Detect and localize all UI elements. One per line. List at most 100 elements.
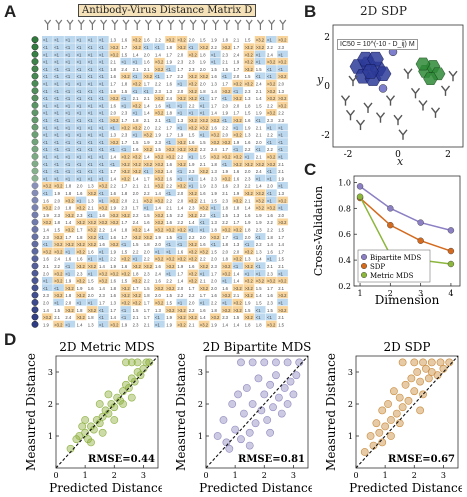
matrix-cell bbox=[176, 109, 188, 116]
matrix-cell bbox=[86, 101, 98, 109]
matrix-cell-value: >3.2 bbox=[166, 264, 175, 269]
matrix-cell-value: 1.9 bbox=[155, 235, 161, 240]
matrix-cell bbox=[243, 298, 255, 306]
matrix-cell bbox=[98, 152, 109, 160]
matrix-cell bbox=[232, 130, 244, 138]
matrix-cell bbox=[75, 50, 87, 58]
matrix-cell-value: 2.0 bbox=[222, 103, 228, 108]
matrix-cell-value: 1.9 bbox=[155, 133, 161, 138]
matrix-cell-value: 1.8 bbox=[211, 308, 217, 313]
matrix-cell bbox=[198, 313, 210, 321]
matrix-cell-value: >3.2 bbox=[144, 74, 153, 79]
matrix-cell-value: >3.2 bbox=[110, 213, 119, 218]
matrix-cell bbox=[142, 160, 154, 167]
matrix-cell bbox=[86, 79, 98, 87]
matrix-cell-value: 1.3 bbox=[88, 198, 94, 203]
matrix-cell bbox=[53, 196, 64, 204]
matrix-cell-value: >3.2 bbox=[256, 198, 265, 203]
matrix-cell bbox=[176, 36, 188, 43]
matrix-cell bbox=[266, 182, 277, 189]
matrix-cell-value: 2.3 bbox=[144, 271, 150, 276]
matrix-cell-value: <1 bbox=[99, 140, 104, 145]
matrix-cell bbox=[64, 247, 76, 255]
matrix-cell-value: <1 bbox=[99, 96, 104, 101]
matrix-cell-value: <1 bbox=[200, 220, 205, 225]
distance-matrix-panel: Antibody-Virus Distance Matrix D <1 <1 <1 <… bbox=[28, 2, 298, 332]
matrix-cell bbox=[98, 218, 109, 226]
matrix-cell-value: 1.9 bbox=[278, 176, 284, 181]
matrix-cell-value: 2.4 bbox=[267, 52, 273, 57]
matrix-cell-value: <1 bbox=[177, 111, 182, 116]
matrix-cell-value: 2.2 bbox=[99, 228, 105, 233]
matrix-cell bbox=[154, 87, 165, 94]
scatter-x-tick-label: 0 bbox=[53, 471, 58, 480]
matrix-cell-value: 1.8 bbox=[166, 45, 172, 50]
scatter-point bbox=[395, 393, 404, 402]
matrix-cell bbox=[53, 109, 64, 116]
matrix-cell-value: <1 bbox=[166, 249, 171, 254]
matrix-cell-value: 1.4 bbox=[177, 279, 183, 284]
cv-frame bbox=[353, 175, 461, 287]
cv-series-line bbox=[359, 185, 452, 232]
matrix-cell bbox=[120, 233, 132, 240]
matrix-cell-value: >3.2 bbox=[233, 118, 242, 123]
matrix-cell bbox=[109, 189, 120, 197]
matrix-cell bbox=[198, 57, 210, 65]
virus-icon bbox=[31, 313, 39, 321]
matrix-cell-value: 1.4 bbox=[144, 155, 150, 160]
matrix-cell-value: <1 bbox=[54, 38, 59, 43]
matrix-cell bbox=[187, 43, 199, 51]
matrix-cell bbox=[187, 116, 199, 124]
matrix-cell bbox=[232, 284, 244, 291]
matrix-cell-value: >3.2 bbox=[222, 140, 231, 145]
matrix-cell-value: <1 bbox=[155, 45, 160, 50]
matrix-cell bbox=[277, 87, 288, 94]
matrix-cell bbox=[221, 313, 232, 321]
matrix-cell-value: 2.2 bbox=[267, 228, 273, 233]
matrix-cell bbox=[277, 233, 288, 240]
matrix-cell-value: 1.6 bbox=[144, 60, 150, 65]
matrix-cell-value: 1.5 bbox=[166, 301, 172, 306]
matrix-cell-value: >3.2 bbox=[155, 169, 164, 174]
rmse-annotation: RMSE=0.67 bbox=[388, 454, 455, 465]
matrix-cell bbox=[64, 233, 76, 240]
matrix-cell bbox=[221, 57, 232, 65]
matrix-cell-value: 2.0 bbox=[200, 82, 206, 87]
matrix-cell bbox=[266, 298, 277, 306]
matrix-cell-value: <1 bbox=[65, 74, 70, 79]
matrix-cell bbox=[42, 167, 53, 175]
virus-icon bbox=[31, 116, 39, 124]
matrix-cell-value: <1 bbox=[43, 140, 48, 145]
matrix-cell bbox=[98, 240, 109, 248]
virus-icon bbox=[31, 87, 39, 95]
matrix-cell-value: 1.7 bbox=[121, 184, 127, 189]
matrix-cell-value: 1.7 bbox=[110, 169, 116, 174]
matrix-cell-value: 1.4 bbox=[110, 176, 116, 181]
matrix-cell bbox=[98, 101, 109, 109]
matrix-cell-value: <1 bbox=[233, 264, 238, 269]
matrix-cell bbox=[142, 116, 154, 124]
matrix-cell bbox=[42, 174, 53, 182]
matrix-cell bbox=[154, 291, 165, 299]
matrix-cell bbox=[131, 174, 143, 182]
matrix-cell-value: 2.0 bbox=[267, 184, 273, 189]
matrix-cell-value: 1.8 bbox=[222, 242, 228, 247]
matrix-cell-value: 1.6 bbox=[121, 264, 127, 269]
matrix-cell-value: 1.5 bbox=[166, 213, 172, 218]
matrix-cell-value: >3.2 bbox=[177, 96, 186, 101]
matrix-cell bbox=[120, 225, 132, 233]
matrix-cell-value: <1 bbox=[121, 242, 126, 247]
matrix-cell-value: <1 bbox=[43, 89, 48, 94]
matrix-cell bbox=[64, 130, 76, 138]
matrix-cell bbox=[120, 65, 132, 72]
matrix-cell-value: <1 bbox=[99, 198, 104, 203]
matrix-cell bbox=[120, 123, 132, 131]
scatter-xlabel: Predicted Distance bbox=[199, 481, 312, 495]
matrix-cell bbox=[232, 152, 244, 160]
matrix-cell bbox=[109, 240, 120, 248]
matrix-cell-value: >3.2 bbox=[200, 125, 209, 130]
matrix-cell-value: >3.2 bbox=[54, 235, 63, 240]
matrix-cell bbox=[131, 247, 143, 255]
matrix-cell bbox=[142, 225, 154, 233]
matrix-cell bbox=[266, 291, 277, 299]
